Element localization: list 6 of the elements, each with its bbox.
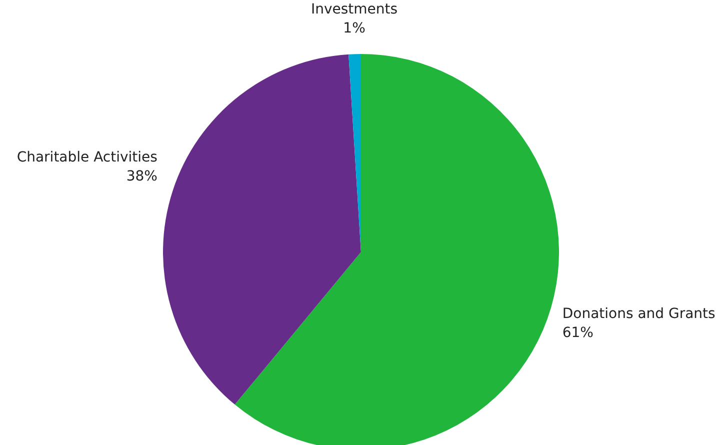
data-label: 1%: [343, 20, 366, 37]
data-label: 38%: [126, 168, 158, 185]
data-label: 61%: [562, 325, 594, 342]
slice-label: Donations and Grants: [562, 306, 716, 322]
slice-label: Investments: [310, 2, 398, 18]
slice-label: Charitable Activities: [16, 150, 158, 166]
